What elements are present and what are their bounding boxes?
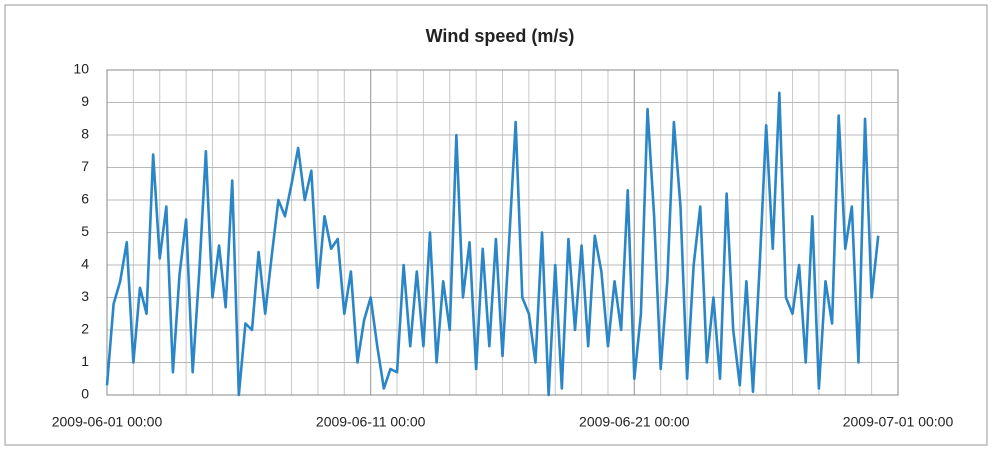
- x-tick-label: 2009-06-01 00:00: [52, 414, 163, 430]
- y-tick-label: 9: [81, 93, 89, 109]
- y-tick-label: 5: [81, 223, 89, 239]
- data-line: [105, 91, 880, 397]
- y-tick-label: 4: [81, 256, 89, 272]
- x-tick-label: 2009-06-21 00:00: [579, 414, 690, 430]
- x-tick-label: 2009-07-01 00:00: [843, 414, 954, 430]
- y-tick-label: 2: [81, 321, 89, 337]
- y-tick-label: 1: [81, 353, 89, 369]
- y-tick-label: 3: [81, 288, 89, 304]
- y-tick-label: 7: [81, 158, 89, 174]
- y-tick-label: 6: [81, 191, 89, 207]
- y-tick-label: 10: [73, 61, 89, 77]
- y-tick-label: 0: [81, 386, 89, 402]
- x-tick-label: 2009-06-11 00:00: [316, 414, 426, 430]
- y-tick-label: 8: [81, 126, 89, 142]
- chart-title: Wind speed (m/s): [426, 26, 575, 46]
- plot-border: [106, 69, 899, 396]
- chart-frame: [4, 4, 988, 446]
